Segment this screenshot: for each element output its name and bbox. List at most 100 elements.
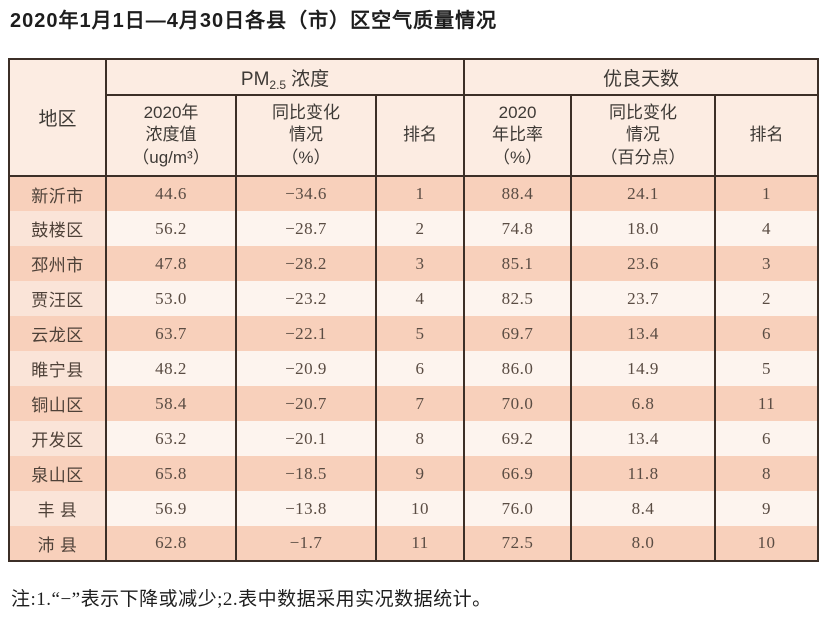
col-header-pm25-rank: 排名	[374, 94, 466, 177]
pm25-value-cell: 53.0	[105, 281, 237, 316]
table-row: 贾汪区 53.0 −23.2 4 82.5 23.7 2	[8, 281, 820, 316]
pm25-change-cell: −28.2	[235, 246, 377, 281]
table-header: 地区 PM2.5 浓度 优良天数 2020年 浓度值 （ug/m³） 同比变化 情…	[8, 58, 820, 177]
good-change-cell: 14.9	[570, 351, 717, 386]
air-quality-table: 地区 PM2.5 浓度 优良天数 2020年 浓度值 （ug/m³） 同比变化 情…	[8, 58, 820, 562]
good-ratio-cell: 66.9	[463, 456, 573, 491]
pm25-value-cell: 62.8	[105, 526, 237, 561]
table-row: 邳州市 47.8 −28.2 3 85.1 23.6 3	[8, 246, 820, 281]
table-row: 丰 县 56.9 −13.8 10 76.0 8.4 9	[8, 491, 820, 526]
good-change-cell: 11.8	[570, 456, 717, 491]
header-line: 2020年	[143, 102, 199, 122]
header-line: 2020	[498, 102, 537, 122]
good-rank-cell: 9	[714, 491, 820, 526]
good-rank-cell: 4	[714, 211, 820, 246]
good-ratio-cell: 76.0	[463, 491, 573, 526]
pm25-change-cell: −20.9	[235, 351, 377, 386]
good-ratio-cell: 72.5	[463, 526, 573, 561]
good-ratio-cell: 69.2	[463, 421, 573, 456]
header-line: 同比变化	[609, 102, 678, 122]
col-header-pm25-change: 同比变化 情况 （%）	[235, 94, 377, 177]
pm25-value-cell: 63.2	[105, 421, 237, 456]
col-header-pm25-value: 2020年 浓度值 （ug/m³）	[105, 94, 237, 177]
good-change-cell: 23.6	[570, 246, 717, 281]
pm25-change-cell: −23.2	[235, 281, 377, 316]
pm25-group-suffix: 浓度	[291, 68, 330, 90]
table-row: 鼓楼区 56.2 −28.7 2 74.8 18.0 4	[8, 211, 820, 246]
col-group-good-days: 优良天数	[463, 58, 820, 96]
header-line: （%）	[492, 147, 543, 167]
good-ratio-cell: 74.8	[463, 211, 573, 246]
pm25-rank-cell: 4	[374, 281, 466, 316]
pm25-change-cell: −20.7	[235, 386, 377, 421]
table-row: 开发区 63.2 −20.1 8 69.2 13.4 6	[8, 421, 820, 456]
col-header-good-rank: 排名	[714, 94, 820, 177]
col-header-good-ratio: 2020 年比率 （%）	[463, 94, 573, 177]
table-group-header-row: 地区 PM2.5 浓度 优良天数	[8, 58, 820, 177]
col-group-pm25: PM2.5 浓度	[104, 58, 466, 96]
region-cell: 铜山区	[8, 386, 107, 421]
pm25-value-cell: 44.6	[105, 176, 237, 211]
good-change-cell: 13.4	[570, 421, 717, 456]
header-line: （ug/m³）	[132, 147, 210, 167]
pm25-value-cell: 63.7	[105, 316, 237, 351]
good-change-cell: 18.0	[570, 211, 717, 246]
region-cell: 睢宁县	[8, 351, 107, 386]
pm25-value-cell: 48.2	[105, 351, 237, 386]
table-row: 新沂市 44.6 −34.6 1 88.4 24.1 1	[8, 176, 820, 211]
pm25-value-cell: 65.8	[105, 456, 237, 491]
good-ratio-cell: 69.7	[463, 316, 573, 351]
footnote: 注:1.“−”表示下降或减少;2.表中数据采用实况数据统计。	[11, 589, 492, 610]
good-rank-cell: 10	[714, 526, 820, 561]
pm25-group-prefix: PM	[240, 68, 270, 90]
header-line: （%）	[281, 147, 331, 167]
pm25-value-cell: 47.8	[105, 246, 237, 281]
col-header-region: 地区	[8, 58, 107, 177]
region-cell: 鼓楼区	[8, 211, 107, 246]
header-line: 浓度值	[145, 125, 197, 145]
header-line: 情况	[626, 125, 661, 145]
pm25-change-cell: −20.1	[235, 421, 377, 456]
good-ratio-cell: 82.5	[463, 281, 573, 316]
good-rank-cell: 6	[714, 421, 820, 456]
good-ratio-cell: 88.4	[463, 176, 573, 211]
good-rank-cell: 2	[714, 281, 820, 316]
good-change-cell: 6.8	[570, 386, 717, 421]
good-change-cell: 23.7	[570, 281, 717, 316]
page-title: 2020年1月1日—4月30日各县（市）区空气质量情况	[10, 10, 498, 32]
region-cell: 邳州市	[8, 246, 107, 281]
table-body: 新沂市 44.6 −34.6 1 88.4 24.1 1 鼓楼区 56.2 −28.7 2 74.8 1…	[8, 176, 820, 561]
good-rank-cell: 5	[714, 351, 820, 386]
good-rank-cell: 6	[714, 316, 820, 351]
good-ratio-cell: 85.1	[463, 246, 573, 281]
region-cell: 新沂市	[8, 176, 107, 211]
pm25-rank-cell: 9	[374, 456, 466, 491]
pm25-change-cell: −18.5	[235, 456, 377, 491]
pm25-value-cell: 56.9	[105, 491, 237, 526]
pm25-rank-cell: 8	[374, 421, 466, 456]
region-cell: 丰 县	[8, 491, 107, 526]
region-cell: 泉山区	[8, 456, 107, 491]
pm25-change-cell: −1.7	[235, 526, 377, 561]
pm25-change-cell: −22.1	[235, 316, 377, 351]
good-change-cell: 8.0	[570, 526, 717, 561]
pm25-rank-cell: 7	[374, 386, 466, 421]
pm25-change-cell: −34.6	[235, 176, 377, 211]
pm25-rank-cell: 1	[374, 176, 466, 211]
table-row: 铜山区 58.4 −20.7 7 70.0 6.8 11	[8, 386, 820, 421]
pm25-change-cell: −28.7	[235, 211, 377, 246]
region-cell: 开发区	[8, 421, 107, 456]
pm25-change-cell: −13.8	[235, 491, 377, 526]
table-row: 沛 县 62.8 −1.7 11 72.5 8.0 10	[8, 526, 820, 561]
pm25-value-cell: 56.2	[105, 211, 237, 246]
pm25-rank-cell: 11	[374, 526, 466, 561]
pm25-group-subscript: 2.5	[269, 77, 287, 92]
good-rank-cell: 11	[714, 386, 820, 421]
table-subheader-row: 2020年 浓度值 （ug/m³） 同比变化 情况 （%） 排名 2020 年比…	[9, 94, 820, 177]
header-line: （百分点）	[600, 147, 686, 167]
good-rank-cell: 1	[714, 176, 820, 211]
table-row: 泉山区 65.8 −18.5 9 66.9 11.8 8	[8, 456, 820, 491]
pm25-value-cell: 58.4	[105, 386, 237, 421]
good-ratio-cell: 86.0	[463, 351, 573, 386]
